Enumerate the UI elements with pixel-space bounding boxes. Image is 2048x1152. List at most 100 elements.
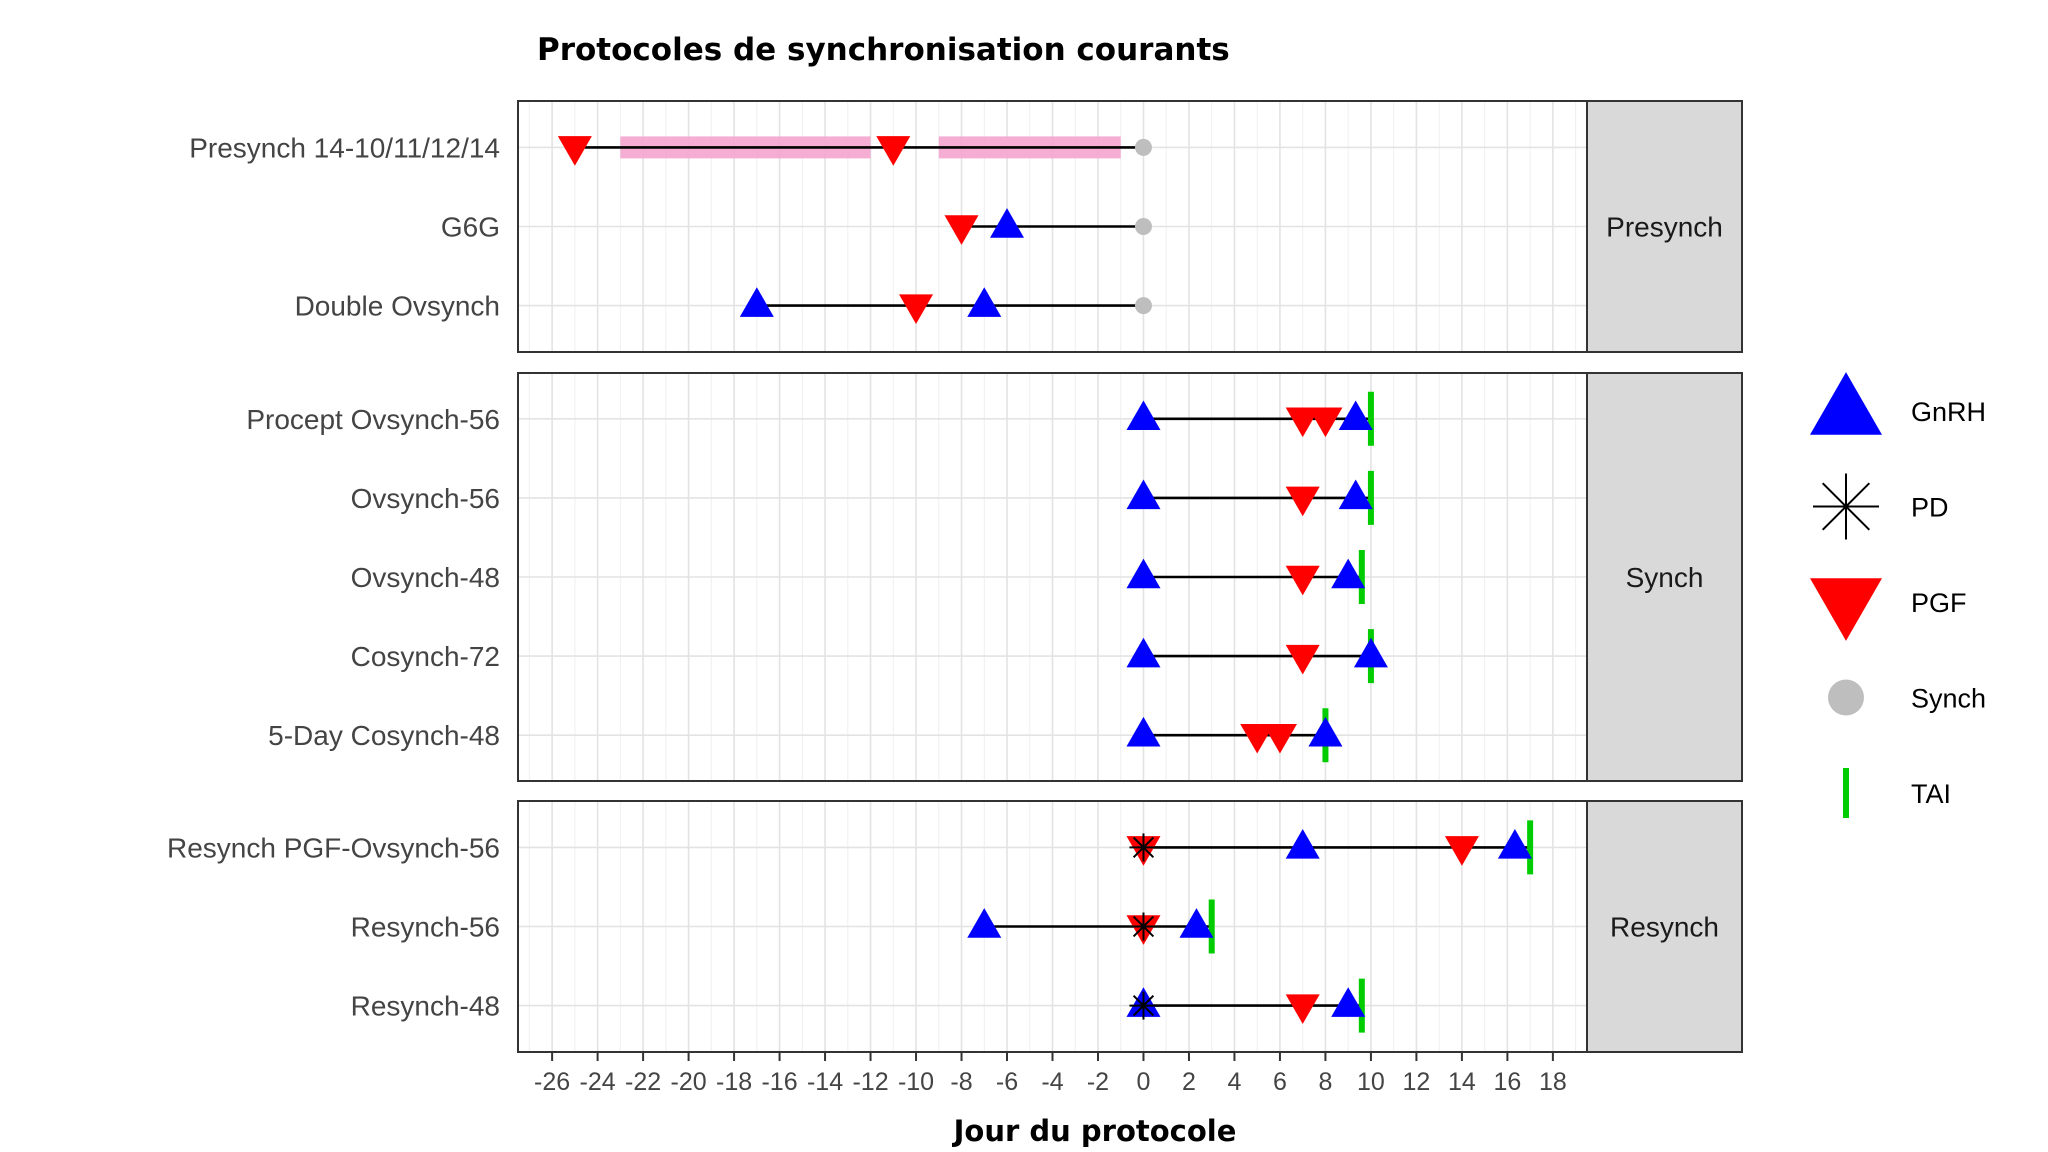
x-tick-label: -8 bbox=[950, 1068, 972, 1096]
x-tick-label: 16 bbox=[1493, 1068, 1521, 1096]
row-label: Double Ovsynch bbox=[295, 291, 500, 322]
x-tick-label: 6 bbox=[1273, 1068, 1287, 1096]
row-label: G6G bbox=[441, 212, 500, 243]
x-tick-label: 12 bbox=[1403, 1068, 1431, 1096]
protocol-row: Ovsynch-48 bbox=[351, 550, 1366, 604]
gnrh-marker bbox=[1285, 829, 1320, 859]
gnrh-marker bbox=[1338, 479, 1373, 510]
protocol-row: 5-Day Cosynch-48 bbox=[268, 708, 1343, 763]
legend-key-gnrh bbox=[1810, 372, 1882, 435]
legend-key-pgf bbox=[1810, 578, 1882, 641]
synch-point bbox=[1134, 297, 1152, 315]
pgf-marker bbox=[1240, 723, 1275, 754]
x-tick-label: -22 bbox=[625, 1068, 661, 1096]
x-tick-label: 10 bbox=[1357, 1068, 1385, 1096]
row-label: Ovsynch-48 bbox=[351, 562, 500, 593]
pd-marker bbox=[1129, 912, 1158, 941]
x-tick-label: -24 bbox=[580, 1068, 616, 1096]
pgf-marker bbox=[1285, 407, 1320, 438]
protocol-row: Resynch-56 bbox=[351, 899, 1215, 954]
row-label: Ovsynch-56 bbox=[351, 483, 500, 514]
x-axis: -26 -24 -22 -20 -18 -16 -14 -12 -10 -8 -6 -4 -2 0 2 4 6 8… bbox=[534, 1052, 1567, 1096]
panel-resynch: Resynch PGF-Ovsynch-56 Resynch-56 Resynch-… bbox=[167, 800, 1743, 1053]
pd-marker bbox=[1129, 833, 1158, 862]
gnrh-marker bbox=[1353, 637, 1388, 668]
legend-item-pgf: PGF bbox=[1810, 578, 1967, 641]
x-tick-label: 14 bbox=[1448, 1068, 1476, 1096]
protocol-row: G6G bbox=[441, 208, 1152, 245]
gnrh-marker bbox=[990, 208, 1025, 238]
strip-label: Presynch bbox=[1606, 212, 1723, 243]
x-tick-label: 8 bbox=[1318, 1068, 1332, 1096]
legend-key-synch bbox=[1828, 679, 1864, 716]
row-label: Cosynch-72 bbox=[351, 641, 500, 672]
chart-title: Protocoles de synchronisation courants bbox=[537, 32, 1230, 68]
row-label: 5-Day Cosynch-48 bbox=[268, 720, 500, 751]
x-tick-label: -20 bbox=[671, 1068, 707, 1096]
pgf-marker bbox=[1308, 407, 1343, 438]
x-tick-label: 0 bbox=[1137, 1068, 1151, 1096]
gnrh-marker bbox=[1331, 987, 1366, 1017]
gnrh-marker bbox=[1126, 558, 1161, 589]
gnrh-marker bbox=[1126, 400, 1161, 431]
x-tick-label: 4 bbox=[1228, 1068, 1242, 1096]
x-tick-label: -6 bbox=[996, 1068, 1018, 1096]
gnrh-marker bbox=[1338, 400, 1373, 431]
x-tick-label: -14 bbox=[807, 1068, 843, 1096]
protocol-row: Procept Ovsynch-56 bbox=[246, 391, 1374, 446]
pgf-marker bbox=[1285, 565, 1320, 596]
x-tick-label: 2 bbox=[1182, 1068, 1196, 1096]
synch-point bbox=[1134, 138, 1152, 156]
gnrh-marker bbox=[967, 287, 1002, 317]
legend-label: GnRH bbox=[1911, 397, 1986, 427]
x-tick-label: -18 bbox=[716, 1068, 752, 1096]
gnrh-marker bbox=[739, 287, 774, 317]
pgf-marker bbox=[1285, 644, 1320, 675]
x-tick-label: -12 bbox=[852, 1068, 888, 1096]
protocol-row: Presynch 14-10/11/12/14 bbox=[189, 132, 1152, 166]
x-tick-label: -26 bbox=[534, 1068, 570, 1096]
protocol-row: Ovsynch-56 bbox=[351, 470, 1374, 525]
synch-point bbox=[1134, 218, 1152, 235]
legend-label: TAI bbox=[1911, 779, 1951, 809]
row-label: Resynch PGF-Ovsynch-56 bbox=[167, 832, 500, 863]
legend-item-gnrh: GnRH bbox=[1810, 372, 1986, 435]
x-axis-title: Jour du protocole bbox=[952, 1114, 1237, 1148]
pgf-marker bbox=[1444, 836, 1479, 866]
pgf-marker bbox=[876, 136, 911, 166]
strip-box bbox=[1586, 372, 1743, 782]
strip-label: Resynch bbox=[1610, 912, 1719, 943]
legend-label: PD bbox=[1911, 493, 1949, 523]
strip-box bbox=[1586, 100, 1743, 353]
legend-item-tai: TAI bbox=[1843, 768, 1951, 818]
strip-label: Synch bbox=[1626, 562, 1704, 593]
protocol-row: Resynch-48 bbox=[351, 978, 1366, 1033]
legend-label: PGF bbox=[1911, 588, 1967, 618]
legend-item-synch: Synch bbox=[1828, 679, 1986, 716]
pgf-marker bbox=[944, 215, 979, 245]
x-tick-label: 18 bbox=[1539, 1068, 1567, 1096]
gnrh-marker bbox=[1179, 908, 1214, 938]
gnrh-marker bbox=[1331, 558, 1366, 589]
protocol-row: Resynch PGF-Ovsynch-56 bbox=[167, 820, 1534, 875]
pgf-marker bbox=[899, 294, 934, 324]
protocol-row: Double Ovsynch bbox=[295, 287, 1152, 324]
gnrh-marker bbox=[1308, 716, 1343, 747]
row-label: Resynch-56 bbox=[351, 912, 500, 943]
gnrh-marker bbox=[1126, 716, 1161, 747]
x-tick-label: -10 bbox=[898, 1068, 934, 1096]
legend-key-pd bbox=[1813, 473, 1879, 540]
row-label: Presynch 14-10/11/12/14 bbox=[189, 132, 500, 163]
panel-presynch: Presynch 14-10/11/12/14 G6G Double Ovsynch… bbox=[189, 100, 1743, 353]
gnrh-marker bbox=[1126, 479, 1161, 510]
pgf-marker bbox=[1262, 723, 1297, 754]
panels: Presynch 14-10/11/12/14 G6G Double Ovsynch… bbox=[167, 100, 1743, 1053]
gnrh-marker bbox=[1126, 637, 1161, 668]
x-tick-label: -2 bbox=[1087, 1068, 1109, 1096]
strip-box bbox=[1586, 800, 1743, 1053]
legend-item-pd: PD bbox=[1813, 473, 1949, 540]
gnrh-marker bbox=[967, 908, 1002, 938]
legend: GnRH PD PGF Synch TAI bbox=[1810, 372, 1986, 818]
gnrh-marker bbox=[1497, 829, 1532, 859]
